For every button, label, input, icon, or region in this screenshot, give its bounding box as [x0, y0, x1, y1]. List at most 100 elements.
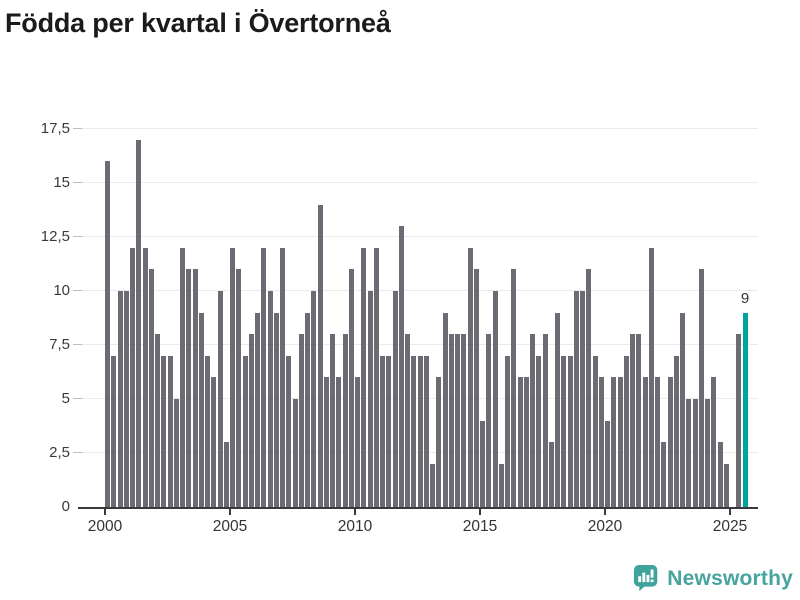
bar: [336, 377, 342, 507]
bar: [367, 291, 373, 507]
bar: [398, 226, 404, 507]
bar: [386, 355, 392, 507]
bar: [267, 291, 273, 507]
bar: [323, 377, 329, 507]
bar: [105, 161, 110, 507]
chart-title: Födda per kvartal i Övertorneå: [5, 8, 391, 38]
bar: [167, 355, 173, 507]
bar: [580, 291, 585, 507]
bar: [217, 291, 223, 507]
gridline: [73, 236, 758, 237]
bar: [130, 247, 135, 507]
bar: [442, 312, 448, 507]
bar: [548, 442, 554, 507]
x-axis-tick: [354, 509, 356, 515]
bar: [573, 291, 579, 507]
bar: [567, 355, 573, 507]
bar: [498, 463, 504, 507]
y-tick-label: 2,5: [49, 444, 70, 461]
bar: [623, 355, 629, 507]
bar: [380, 355, 385, 507]
bar: [192, 269, 198, 507]
bar: [536, 355, 542, 507]
bar: [348, 269, 354, 507]
bar: [698, 269, 704, 507]
bar: [561, 355, 567, 507]
bar: [686, 399, 692, 507]
bar: [236, 269, 242, 507]
bar: [717, 442, 723, 507]
bar: [242, 355, 248, 507]
value-label: 9: [740, 289, 750, 307]
bar: [711, 377, 717, 507]
bar: [448, 334, 454, 507]
y-tick-label: 7,5: [49, 336, 70, 353]
bar: [286, 355, 292, 507]
x-axis-tick: [604, 509, 606, 515]
bar: [605, 420, 610, 507]
bar: [630, 334, 635, 507]
bar: [136, 139, 142, 507]
bar: [148, 269, 154, 507]
bar: [467, 247, 473, 507]
bar: [455, 334, 460, 507]
bar: [473, 269, 479, 507]
bar: [305, 312, 310, 507]
bar: [342, 334, 348, 507]
bar: [111, 355, 117, 507]
bar: [255, 312, 260, 507]
bar: [598, 377, 604, 507]
bar: [317, 204, 323, 507]
bar: [511, 269, 517, 507]
x-axis-tick: [229, 509, 231, 515]
bar: [667, 377, 673, 507]
gridline: [73, 290, 758, 291]
y-tick-label: 17,5: [40, 120, 70, 137]
bar: [517, 377, 523, 507]
bar: [248, 334, 254, 507]
bar: [555, 312, 560, 507]
y-axis-tick: [73, 128, 82, 129]
bar-highlighted: [742, 312, 748, 507]
x-tick-label: 2000: [87, 518, 123, 535]
newsworthy-icon: [634, 565, 658, 592]
bar: [273, 312, 279, 507]
bar: [523, 377, 529, 507]
bar: [261, 247, 267, 507]
bar: [298, 334, 304, 507]
bar: [505, 355, 510, 507]
bar: [430, 463, 435, 507]
bar: [705, 399, 710, 507]
bar: [642, 377, 648, 507]
newsworthy-logo-text: Newsworthy: [667, 566, 793, 590]
plot-area: 9 2000 2005 2010 2015 2020 2025: [73, 128, 758, 535]
bar: [405, 334, 410, 507]
bar: [542, 334, 548, 507]
x-axis-tick: [729, 509, 731, 515]
y-tick-label: 5: [61, 390, 70, 407]
bar: [355, 377, 360, 507]
bar: [611, 377, 617, 507]
bar: [142, 247, 148, 507]
bar: [173, 399, 179, 507]
bar: [361, 247, 367, 507]
x-tick-label: 2010: [337, 518, 373, 535]
bar: [180, 247, 185, 507]
y-axis-tick: [73, 236, 82, 237]
y-tick-label: 0: [61, 498, 70, 515]
bar: [123, 291, 129, 507]
bar: [436, 377, 442, 507]
bar: [592, 355, 598, 507]
bar: [673, 355, 679, 507]
bar: [648, 247, 654, 507]
bar: [292, 399, 298, 507]
x-tick-label: 2020: [587, 518, 623, 535]
bar: [723, 463, 729, 507]
bar: [223, 442, 229, 507]
bar: [330, 334, 335, 507]
bar: [492, 291, 498, 507]
newsworthy-logo[interactable]: Newsworthy: [633, 564, 793, 593]
gridline: [73, 182, 758, 183]
y-axis-tick: [73, 290, 82, 291]
